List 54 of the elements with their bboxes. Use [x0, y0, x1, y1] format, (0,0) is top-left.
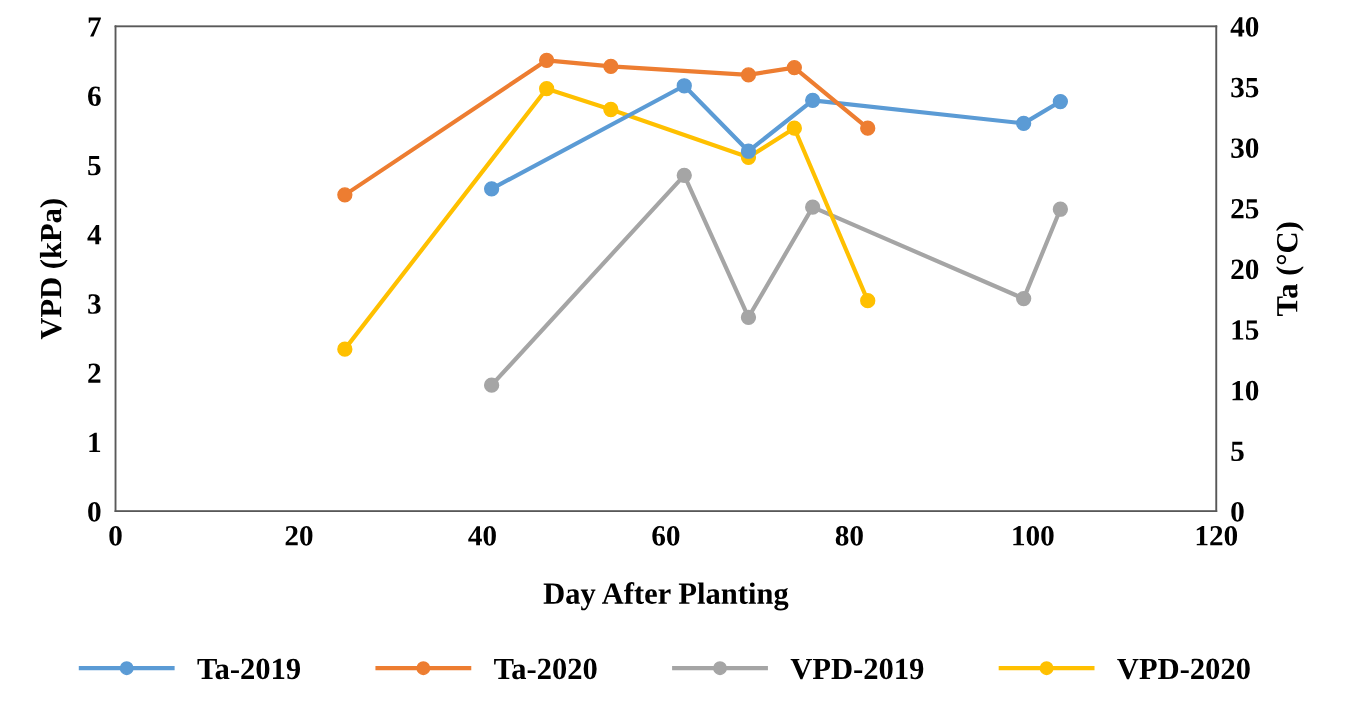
- point: [1016, 115, 1032, 131]
- point: [337, 341, 353, 357]
- point: [740, 143, 757, 159]
- y-tick-label: 6: [88, 86, 101, 107]
- y2-tick-label: 15: [1232, 320, 1259, 340]
- point: [539, 81, 555, 97]
- point: [805, 199, 821, 215]
- point: [786, 59, 802, 76]
- y2-tick-label: 30: [1231, 138, 1259, 158]
- point: [1052, 201, 1068, 217]
- y-tick-label: 0: [88, 501, 101, 522]
- y-tick-label: 1: [89, 432, 101, 453]
- point: [539, 52, 555, 68]
- y-tick-label: 3: [88, 294, 101, 314]
- point: [483, 181, 500, 197]
- x-tick-label: 40: [468, 525, 496, 546]
- y-tick-label: 4: [87, 225, 102, 245]
- point: [860, 120, 876, 136]
- x-tick-label: 80: [835, 525, 863, 546]
- point: [860, 293, 876, 309]
- y2-tick-label: 0: [1231, 501, 1244, 522]
- point: [1052, 93, 1068, 110]
- point: [603, 58, 619, 75]
- x-tick-label: 120: [1196, 525, 1238, 546]
- point: [337, 187, 353, 203]
- x-tick-label: 20: [285, 525, 313, 546]
- y-axis-title: VPD (kPa): [39, 199, 68, 340]
- y2-tick-label: 10: [1232, 380, 1259, 401]
- legend-label: VPD-2020: [1117, 658, 1250, 680]
- y2-tick-label: 5: [1231, 441, 1244, 462]
- y2-tick-label: 40: [1230, 17, 1259, 37]
- point: [676, 78, 692, 94]
- x-tick-label: 100: [1013, 525, 1054, 546]
- y-tick-label: 7: [88, 17, 101, 37]
- x-axis-title: Day After Planting: [543, 582, 789, 611]
- point: [740, 309, 757, 325]
- y-tick-label: 5: [88, 155, 101, 176]
- y-tick-label: 2: [88, 363, 101, 383]
- x-tick-label: 60: [652, 525, 680, 546]
- y2-axis-title: Ta (°C): [1276, 222, 1304, 316]
- point: [740, 67, 757, 83]
- legend-label: Ta-2019: [197, 658, 301, 680]
- point: [676, 167, 692, 183]
- point: [1016, 290, 1032, 307]
- point: [483, 377, 500, 393]
- x-tick-label: 0: [109, 525, 122, 546]
- point: [603, 101, 619, 118]
- legend-label: VPD-2019: [790, 658, 924, 680]
- y2-tick-label: 35: [1231, 77, 1259, 98]
- point: [805, 92, 821, 108]
- y2-tick-label: 20: [1231, 259, 1259, 280]
- y2-tick-label: 25: [1231, 199, 1259, 219]
- point: [786, 120, 802, 136]
- legend-label: Ta-2020: [494, 658, 597, 680]
